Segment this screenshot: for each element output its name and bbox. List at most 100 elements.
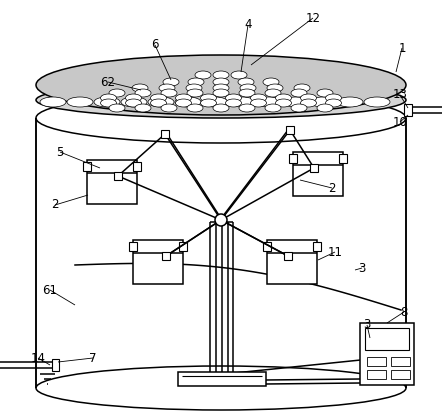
Ellipse shape xyxy=(132,84,148,92)
Bar xyxy=(161,130,169,138)
Ellipse shape xyxy=(231,71,247,79)
Bar xyxy=(114,172,122,180)
Ellipse shape xyxy=(294,84,310,92)
Ellipse shape xyxy=(225,99,241,107)
Bar xyxy=(293,152,343,196)
Ellipse shape xyxy=(175,94,191,102)
Ellipse shape xyxy=(275,94,292,102)
Text: 4: 4 xyxy=(244,18,252,32)
Ellipse shape xyxy=(135,104,151,112)
Bar xyxy=(365,328,409,350)
Text: 3: 3 xyxy=(363,319,371,332)
Ellipse shape xyxy=(275,99,292,107)
Ellipse shape xyxy=(325,94,342,102)
Bar xyxy=(263,242,271,251)
Bar xyxy=(404,104,412,116)
Ellipse shape xyxy=(213,89,229,97)
Bar xyxy=(133,162,141,171)
Ellipse shape xyxy=(67,97,93,107)
Ellipse shape xyxy=(225,94,241,102)
Bar xyxy=(83,162,91,171)
Text: 12: 12 xyxy=(305,12,320,25)
Text: 62: 62 xyxy=(100,75,115,89)
Ellipse shape xyxy=(283,97,309,107)
Ellipse shape xyxy=(161,89,177,97)
Ellipse shape xyxy=(239,104,255,112)
Text: 13: 13 xyxy=(392,89,408,102)
Bar xyxy=(284,252,292,260)
Text: 10: 10 xyxy=(392,116,408,129)
Bar xyxy=(310,164,318,172)
Ellipse shape xyxy=(213,84,229,92)
Ellipse shape xyxy=(251,99,267,107)
Ellipse shape xyxy=(263,78,279,86)
Ellipse shape xyxy=(239,89,255,97)
Ellipse shape xyxy=(187,89,203,97)
Ellipse shape xyxy=(109,104,125,112)
Ellipse shape xyxy=(201,99,217,107)
Bar xyxy=(179,242,187,251)
Ellipse shape xyxy=(159,84,175,92)
Ellipse shape xyxy=(121,97,147,107)
Ellipse shape xyxy=(163,78,179,86)
Ellipse shape xyxy=(265,104,281,112)
Ellipse shape xyxy=(126,94,141,102)
Bar xyxy=(367,370,386,379)
Text: 61: 61 xyxy=(42,283,57,297)
Ellipse shape xyxy=(36,82,406,118)
Text: 11: 11 xyxy=(328,245,343,258)
Ellipse shape xyxy=(291,89,307,97)
Bar xyxy=(129,242,137,251)
Text: 2: 2 xyxy=(328,181,336,195)
Bar xyxy=(178,372,266,386)
Ellipse shape xyxy=(109,89,125,97)
Ellipse shape xyxy=(317,89,333,97)
Ellipse shape xyxy=(202,97,228,107)
Ellipse shape xyxy=(175,99,191,107)
Bar xyxy=(162,252,170,260)
Bar xyxy=(52,359,59,371)
Ellipse shape xyxy=(187,104,203,112)
Ellipse shape xyxy=(301,99,316,107)
Bar xyxy=(133,240,183,284)
Ellipse shape xyxy=(150,94,167,102)
Bar xyxy=(339,154,347,163)
Ellipse shape xyxy=(186,84,202,92)
Ellipse shape xyxy=(337,97,363,107)
Ellipse shape xyxy=(94,97,120,107)
Text: 1: 1 xyxy=(398,42,406,54)
Ellipse shape xyxy=(256,97,282,107)
Ellipse shape xyxy=(36,93,406,143)
Ellipse shape xyxy=(310,97,336,107)
Bar xyxy=(289,154,297,163)
Ellipse shape xyxy=(188,78,204,86)
Ellipse shape xyxy=(36,55,406,115)
Text: 5: 5 xyxy=(56,146,64,158)
Text: 3: 3 xyxy=(358,262,366,275)
Ellipse shape xyxy=(317,104,333,112)
Ellipse shape xyxy=(291,104,307,112)
Bar xyxy=(267,240,317,284)
Ellipse shape xyxy=(213,104,229,112)
Ellipse shape xyxy=(195,71,211,79)
Ellipse shape xyxy=(135,89,151,97)
Ellipse shape xyxy=(301,94,316,102)
Ellipse shape xyxy=(267,84,283,92)
Polygon shape xyxy=(36,118,406,388)
Ellipse shape xyxy=(251,94,267,102)
Text: 7: 7 xyxy=(89,352,97,364)
Ellipse shape xyxy=(265,89,281,97)
Ellipse shape xyxy=(325,99,342,107)
Bar xyxy=(313,242,321,251)
Ellipse shape xyxy=(201,94,217,102)
Ellipse shape xyxy=(240,84,256,92)
Ellipse shape xyxy=(36,366,406,410)
Text: 14: 14 xyxy=(30,352,46,364)
Ellipse shape xyxy=(229,97,255,107)
Bar xyxy=(391,370,410,379)
Bar xyxy=(360,323,414,385)
Ellipse shape xyxy=(148,97,174,107)
Bar xyxy=(367,357,386,366)
Ellipse shape xyxy=(175,97,201,107)
Bar xyxy=(391,357,410,366)
